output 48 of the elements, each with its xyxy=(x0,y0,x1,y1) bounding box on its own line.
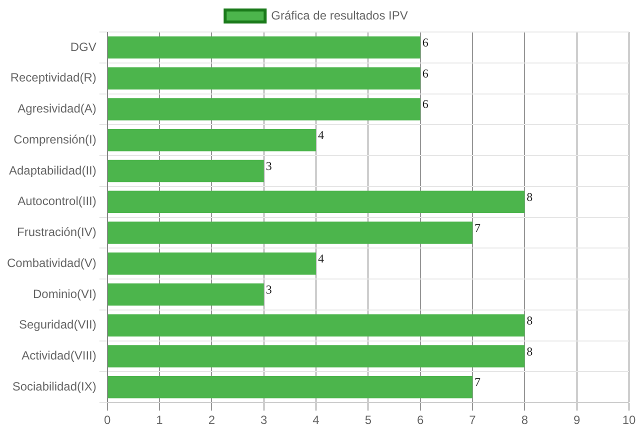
y-tick-label: Adaptabilidad(II) xyxy=(8,163,96,178)
y-tick-label: Comprensión(I) xyxy=(14,132,96,146)
bar xyxy=(108,36,420,59)
data-label: 4 xyxy=(318,252,324,266)
bar xyxy=(108,222,473,244)
data-label: 4 xyxy=(318,128,324,142)
y-tick-label: Autocontrol(III) xyxy=(18,194,96,208)
y-tick-label: Agresividad(A) xyxy=(18,102,96,116)
bar xyxy=(108,160,264,182)
data-label: 8 xyxy=(526,313,533,328)
data-label: 6 xyxy=(422,66,428,80)
x-tick-label: 3 xyxy=(260,413,268,428)
x-tick-label: 10 xyxy=(622,413,636,428)
y-tick-label: Sociabilidad(IX) xyxy=(12,379,96,394)
y-tick-label: Receptividad(R) xyxy=(10,70,96,85)
x-tick-label: 2 xyxy=(208,413,216,428)
bar xyxy=(108,376,473,398)
bar xyxy=(108,252,316,275)
bar xyxy=(108,345,525,368)
bar xyxy=(108,98,420,120)
data-label: 3 xyxy=(266,282,272,297)
y-tick-label: Actividad(VIII) xyxy=(22,348,96,363)
y-tick-label: Frustración(IV) xyxy=(17,225,96,240)
bar xyxy=(108,190,525,213)
x-tick-label: 6 xyxy=(417,413,424,428)
data-label: 6 xyxy=(422,35,428,50)
data-label: 7 xyxy=(474,220,481,235)
y-tick-label: Seguridad(VII) xyxy=(18,318,96,332)
data-label: 8 xyxy=(526,190,533,204)
data-label: 7 xyxy=(474,375,481,390)
x-tick-label: 5 xyxy=(364,413,372,428)
bar xyxy=(108,314,525,337)
bar xyxy=(108,283,264,306)
x-tick-label: 9 xyxy=(573,413,580,428)
data-label: 8 xyxy=(526,344,533,358)
y-tick-label: DGV xyxy=(70,40,96,54)
x-tick-label: 4 xyxy=(312,413,320,428)
y-tick-label: Combatividad(V) xyxy=(6,256,96,270)
x-tick-label: 0 xyxy=(104,413,112,428)
x-tick-label: 8 xyxy=(521,413,528,428)
data-label: 6 xyxy=(422,97,428,112)
data-label: 3 xyxy=(266,159,272,174)
legend-label: Gráfica de resultados IPV xyxy=(271,8,408,22)
y-tick-label: Dominio(VI) xyxy=(33,286,96,301)
bar xyxy=(108,67,420,90)
bar xyxy=(108,128,316,152)
x-tick-label: 7 xyxy=(469,413,476,428)
x-tick-label: 1 xyxy=(156,413,164,428)
